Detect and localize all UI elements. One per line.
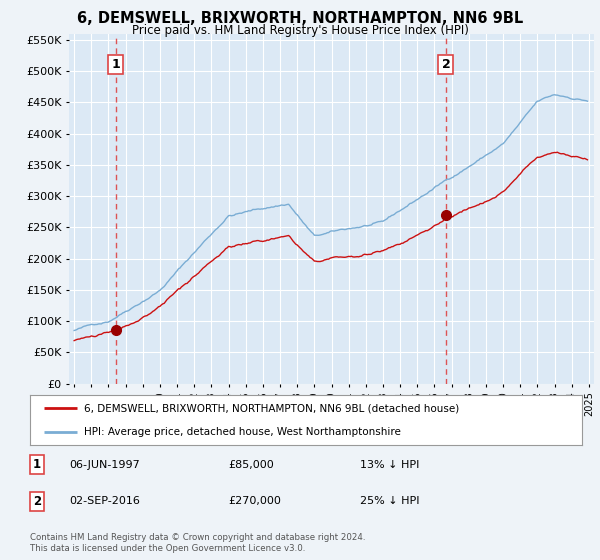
Text: Contains HM Land Registry data © Crown copyright and database right 2024.
This d: Contains HM Land Registry data © Crown c… — [30, 533, 365, 553]
Text: 6, DEMSWELL, BRIXWORTH, NORTHAMPTON, NN6 9BL: 6, DEMSWELL, BRIXWORTH, NORTHAMPTON, NN6… — [77, 11, 523, 26]
Text: 25% ↓ HPI: 25% ↓ HPI — [360, 496, 419, 506]
Text: 2: 2 — [33, 494, 41, 508]
Text: 6, DEMSWELL, BRIXWORTH, NORTHAMPTON, NN6 9BL (detached house): 6, DEMSWELL, BRIXWORTH, NORTHAMPTON, NN6… — [84, 403, 460, 413]
Text: 1: 1 — [33, 458, 41, 472]
Text: £85,000: £85,000 — [228, 460, 274, 470]
Text: HPI: Average price, detached house, West Northamptonshire: HPI: Average price, detached house, West… — [84, 427, 401, 437]
Text: 13% ↓ HPI: 13% ↓ HPI — [360, 460, 419, 470]
Text: 06-JUN-1997: 06-JUN-1997 — [69, 460, 140, 470]
Text: 2: 2 — [442, 58, 451, 71]
Text: Price paid vs. HM Land Registry's House Price Index (HPI): Price paid vs. HM Land Registry's House … — [131, 24, 469, 37]
Text: 1: 1 — [111, 58, 120, 71]
Text: £270,000: £270,000 — [228, 496, 281, 506]
Text: 02-SEP-2016: 02-SEP-2016 — [69, 496, 140, 506]
